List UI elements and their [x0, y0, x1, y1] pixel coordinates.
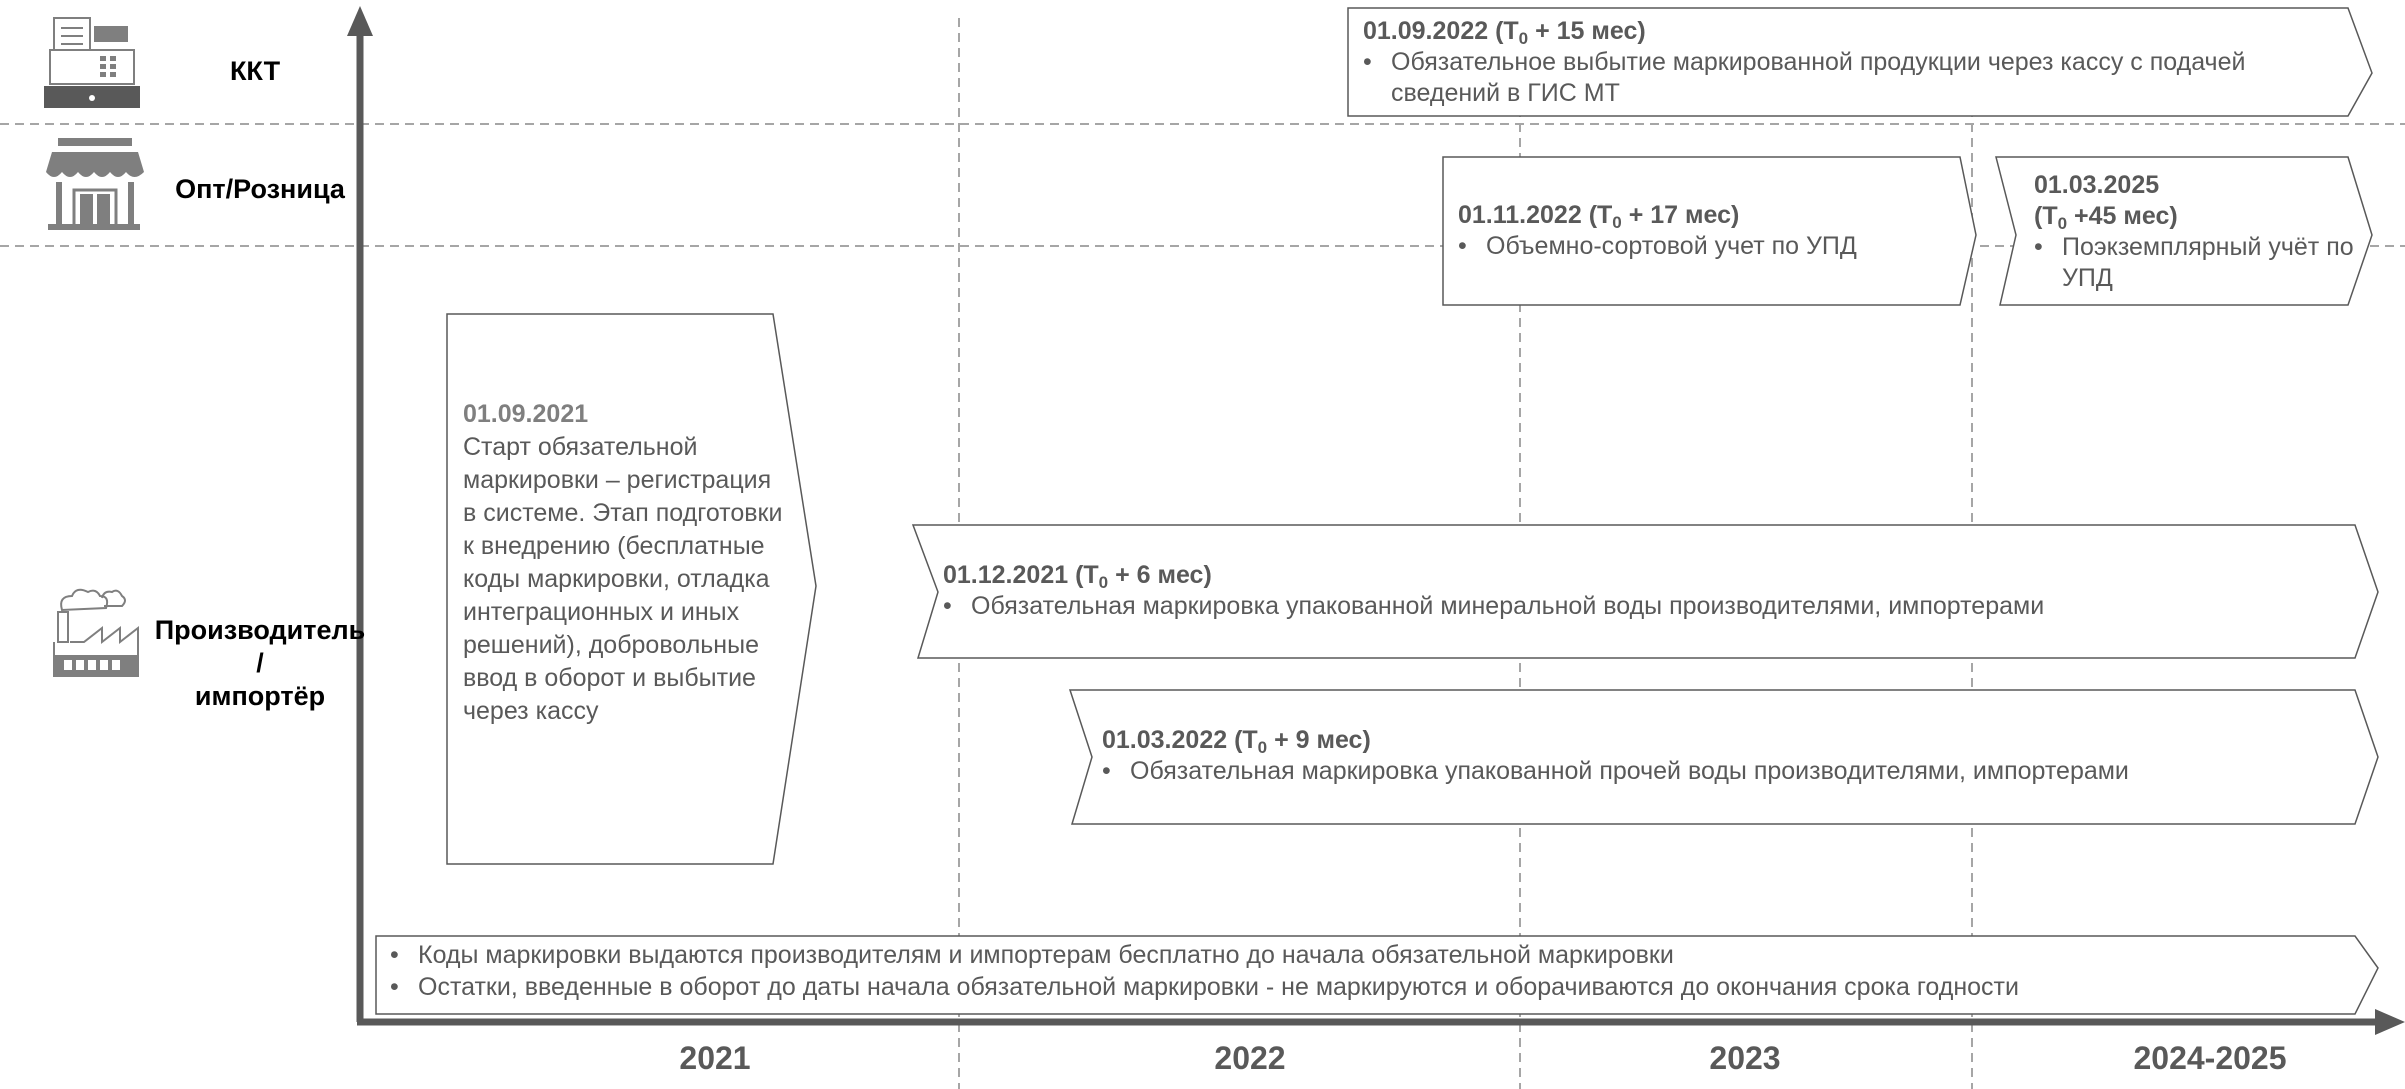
row-label-producer-line1: Производитель [154, 615, 366, 645]
note-item: Остатки, введенные в оборот до даты нача… [390, 971, 2340, 1003]
x-axis-arrow [2375, 1009, 2405, 1035]
row-label-kkt: ККТ [229, 56, 281, 86]
mineral-event-text: Обязательная маркировка упакованной мине… [943, 591, 2343, 622]
year-label-2023: 2023 [1709, 1040, 1781, 1076]
factory-windows [64, 660, 120, 670]
upd-2025-event-offset: (T0 +45 мес) [2034, 202, 2178, 233]
row-label-producer: Производитель / импортёр [120, 614, 400, 713]
notes: Коды маркировки выдаются производителям … [390, 939, 2340, 1003]
upd-2022-event-date: 01.11.2022 (T0 + 17 мес) [1458, 201, 1740, 232]
start-2021-event-shape [446, 313, 817, 865]
upd-2025-event-text: Поэкземплярный учёт по УПД [2034, 232, 2362, 294]
year-label-2022: 2022 [1214, 1040, 1286, 1076]
cash-register-icon [44, 17, 140, 108]
y-axis-arrow [347, 6, 373, 36]
other-water-event: 01.03.2022 (T0 + 9 мес) Обязательная мар… [1102, 725, 2342, 787]
row-label-producer-line3: импортёр [194, 681, 326, 711]
year-label-2021: 2021 [679, 1040, 751, 1076]
start-2021-event-date: 01.09.2021 [463, 400, 589, 428]
kkt-event: 01.09.2022 (T0 + 15 мес) Обязательное вы… [1363, 16, 2333, 109]
other-water-event-text: Обязательная маркировка упакованной проч… [1102, 756, 2342, 787]
upd-2022-event: 01.11.2022 (T0 + 17 мес) Объемно-сортово… [1458, 200, 1958, 262]
other-water-event-date: 01.03.2022 (T0 + 9 мес) [1102, 726, 1371, 757]
start-2021-event-text: Старт обязательной маркировки – регистра… [463, 433, 783, 725]
kkt-event-text: Обязательное выбытие маркированной проду… [1363, 47, 2333, 109]
row-label-wholesale: Опт/Розница [175, 174, 345, 204]
upd-2025-event: 01.03.2025 (T0 +45 мес) Поэкземплярный у… [2034, 170, 2354, 294]
store-icon [46, 138, 144, 230]
kkt-event-date: 01.09.2022 (T0 + 15 мес) [1363, 17, 1646, 48]
start-2021-event: 01.09.2021 Старт обязательной маркировки… [463, 398, 785, 728]
upd-2025-event-date: 01.03.2025 [2034, 171, 2160, 199]
upd-2022-event-text: Объемно-сортовой учет по УПД [1458, 231, 1958, 262]
mineral-event: 01.12.2021 (T0 + 6 мес) Обязательная мар… [943, 560, 2343, 622]
year-label-2024-2025: 2024-2025 [2133, 1040, 2287, 1076]
mineral-event-date: 01.12.2021 (T0 + 6 мес) [943, 561, 1212, 592]
note-item: Коды маркировки выдаются производителям … [390, 939, 2340, 971]
row-label-producer-line2: / [256, 648, 264, 678]
